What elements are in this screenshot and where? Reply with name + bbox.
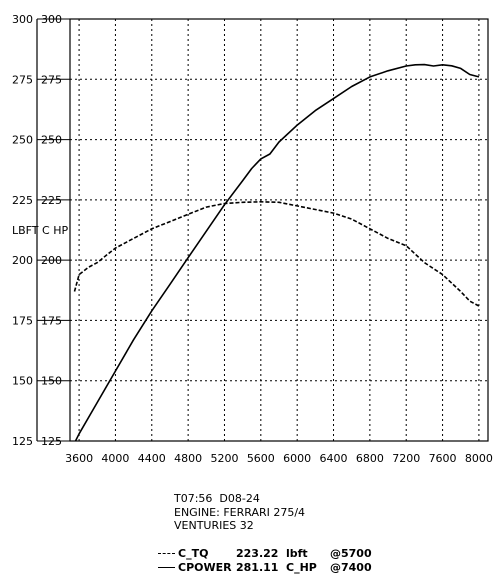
legend-swatch-dashed [158,552,175,554]
y-tick-label-inner: 225 [41,194,62,207]
x-tick-label: 4000 [101,452,129,465]
x-tick-label: 6400 [320,452,348,465]
x-tick-label: 4800 [174,452,202,465]
series [73,63,480,442]
legend-swatch-solid [158,566,175,568]
y-tick-label-outer: 225 [12,194,33,207]
series-line-c-tq [73,201,480,307]
y-tick-label-outer: 175 [12,314,33,327]
run-timestamp: T07:56 D08-24 [174,492,260,505]
y-tick-label-outer: 125 [12,435,33,448]
plot-frame [36,18,489,442]
x-tick-label: 7600 [429,452,457,465]
x-tick-label: 6000 [283,452,311,465]
y-tick-label-outer: 300 [12,13,33,26]
y-axis-label: LBFT C HP [12,224,68,237]
legend: C_TQ 223.22 lbft @5700 CPOWER 281.11 C_H… [158,546,372,574]
legend-item-power: CPOWER 281.11 C_HP @7400 [158,560,372,574]
venturies-label: VENTURIES 32 [174,519,254,532]
y-tick-label-inner: 250 [41,134,62,147]
y-tick-label-outer: 250 [12,134,33,147]
legend-peak-value: 281.11 [236,560,279,574]
x-tick-label: 3600 [65,452,93,465]
y-tick-label-outer: 200 [12,254,33,267]
y-tick-label-outer: 275 [12,73,33,86]
y-tick-label-inner: 175 [41,314,62,327]
x-tick-label: 7200 [392,452,420,465]
x-tick-label: 5600 [247,452,275,465]
x-tick-label: 4400 [138,452,166,465]
grid [70,19,488,441]
series-line-cpower [74,63,480,442]
x-tick-label: 8000 [465,452,493,465]
y-tick-label-outer: 150 [12,375,33,388]
legend-item-torque: C_TQ 223.22 lbft @5700 [158,546,372,560]
y-tick-label-inner: 125 [41,435,62,448]
y-tick-label-inner: 275 [41,73,62,86]
y-tick-label-inner: 150 [41,375,62,388]
x-tick-label: 5200 [210,452,238,465]
plot-border [69,18,489,442]
legend-peak-value: 223.22 [236,546,279,560]
x-tick-label: 6800 [356,452,384,465]
run-info: T07:56 D08-24 ENGINE: FERRARI 275/4 VENT… [174,492,305,533]
tick-labels: 125 125 150 150 175 175 200 200 225 225 250 250 275 2… [12,13,493,465]
engine-label: ENGINE: FERRARI 275/4 [174,505,306,519]
legend-series-name: C_TQ [178,546,209,560]
legend-peak-rpm: @7400 [330,560,372,574]
legend-unit: lbft [286,546,308,560]
y-tick-label-inner: 300 [41,13,62,26]
legend-peak-rpm: @5700 [330,546,372,560]
legend-series-name: CPOWER [178,560,232,574]
y-tick-label-inner: 200 [41,254,62,267]
legend-unit: C_HP [286,560,317,574]
